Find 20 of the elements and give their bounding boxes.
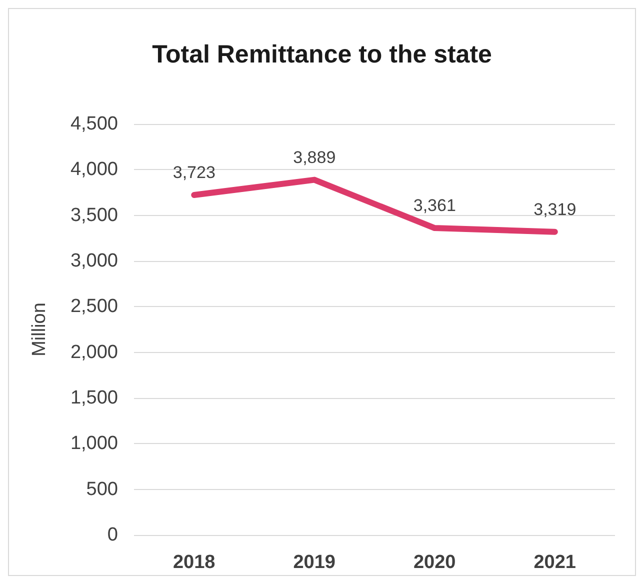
y-tick-label: 3,500	[70, 204, 118, 226]
y-tick-label: 3,000	[70, 250, 118, 272]
data-label: 3,361	[413, 196, 456, 216]
data-label: 3,319	[534, 200, 576, 219]
y-tick-label: 1,500	[70, 388, 118, 408]
data-label: 3,889	[293, 148, 336, 167]
y-tick-label: 0	[107, 524, 118, 546]
y-tick-label: 2,000	[70, 342, 118, 363]
chart-title: Total Remittance to the state	[152, 40, 492, 68]
y-tick-label: 2,500	[70, 296, 118, 318]
y-tick-label: 4,500	[70, 114, 118, 134]
data-label: 3,723	[172, 162, 216, 182]
x-tick-label: 2018	[172, 552, 216, 573]
y-tick-label: 500	[86, 478, 118, 500]
y-tick-label: 1,000	[70, 433, 118, 454]
x-tick-label: 2021	[534, 552, 576, 573]
x-tick-label: 2019	[293, 552, 336, 573]
y-tick-label: 4,000	[70, 159, 118, 180]
y-axis-title: Million	[29, 302, 50, 356]
x-tick-label: 2020	[413, 552, 456, 573]
